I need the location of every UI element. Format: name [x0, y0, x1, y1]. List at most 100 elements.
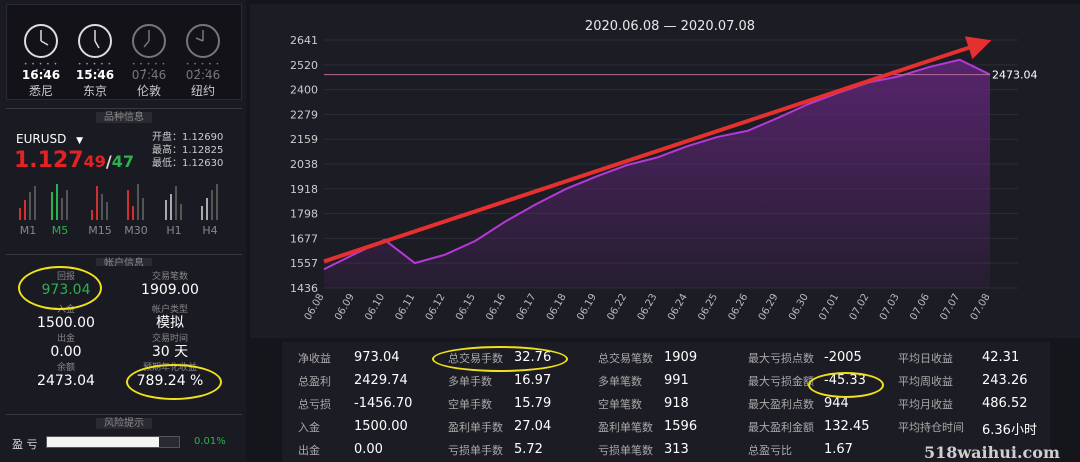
trade-time-value: 30 天	[151, 344, 189, 360]
stat-label: 最大亏损金额	[748, 375, 814, 388]
timeframe-label: M1	[19, 224, 37, 237]
y-tick-label: 1557	[290, 257, 318, 270]
current-price: 1.12749/47	[14, 148, 134, 173]
x-tick-label: 06.10	[363, 292, 387, 322]
stat-value: -1456.70	[354, 396, 413, 411]
signal-bar	[211, 190, 213, 220]
timeframe-m30[interactable]: M30	[124, 182, 148, 237]
stat-label: 总盈利	[298, 375, 331, 388]
stat-value: 2429.74	[354, 373, 408, 388]
clock-city: 东京	[82, 84, 107, 98]
stat-cell: 多单手数 16.97	[448, 373, 551, 389]
stat-label: 最大盈利点数	[748, 398, 814, 411]
signal-bar	[101, 194, 103, 220]
world-clocks-panel: • • • • • • • 16:46 悉尼 • • • • • • • 15:…	[6, 4, 242, 100]
x-tick-label: 07.02	[848, 292, 872, 322]
clock-time: 02:46	[185, 68, 221, 82]
x-tick-label: 06.24	[666, 292, 690, 322]
clock-tokyo: • • • • • • • 15:46 东京	[75, 23, 115, 99]
x-tick-label: 07.03	[878, 292, 902, 322]
stat-value: 27.04	[514, 419, 552, 434]
trend-arrow	[323, 36, 992, 264]
price-bid: 49	[83, 152, 106, 171]
equity-chart-svg: 2020.06.08 — 2020.07.08 1436 1557 1677 1798 1…	[290, 19, 1038, 322]
y-tick-label: 1798	[290, 207, 318, 220]
stat-value: 1596	[664, 419, 698, 434]
highlight-circle	[808, 372, 884, 398]
clock-time: 16:46	[21, 68, 61, 82]
profit-pct: 0.01%	[194, 436, 226, 447]
x-tick-label: 07.06	[908, 292, 932, 322]
low-value: 1.12630	[182, 158, 224, 169]
x-tick-label: 06.25	[696, 292, 720, 322]
stat-value: -2005	[824, 350, 862, 365]
symbol-dropdown[interactable]: EURUSD ▼	[16, 132, 83, 146]
stat-value: 16.97	[514, 373, 552, 388]
x-tick-label: 06.12	[424, 292, 448, 322]
signal-bar	[96, 186, 98, 220]
stat-value: 6.36小时	[982, 423, 1037, 438]
timeframe-h4[interactable]: H4	[198, 182, 222, 237]
clock-newyork: • • • • • • • 02:46 纽约	[183, 23, 223, 99]
stat-value: 243.26	[982, 373, 1028, 388]
trade-time-stat: 交易时间 30 天	[120, 334, 220, 361]
timeframe-h1[interactable]: H1	[162, 182, 186, 237]
stat-value: 313	[664, 442, 689, 457]
stat-cell: 多单笔数 991	[598, 373, 689, 389]
timeframe-m5[interactable]: M5	[48, 182, 72, 237]
highlight-circle	[18, 266, 102, 310]
stat-cell: 盈利单手数 27.04	[448, 419, 551, 435]
account-type-stat: 帐户类型 模拟	[120, 305, 220, 332]
signal-bar	[201, 206, 203, 220]
signal-bar	[180, 204, 182, 220]
low-label: 最低：	[152, 158, 182, 169]
stat-cell: 最大亏损点数 -2005	[748, 350, 862, 366]
x-tick-label: 06.11	[394, 292, 418, 322]
withdraw-value: 0.00	[50, 344, 82, 360]
price-separator: /	[105, 152, 112, 171]
signal-bar	[216, 184, 218, 220]
section-heading-account: 帐户信息	[6, 254, 242, 269]
stat-cell: 出金 0.00	[298, 442, 383, 458]
timeframe-m15[interactable]: M15	[88, 182, 112, 237]
signal-bar	[91, 210, 93, 220]
stat-label: 平均周收益	[898, 375, 953, 388]
stat-cell: 最大盈利金额 132.45	[748, 419, 870, 435]
x-tick-label: 06.17	[515, 292, 539, 322]
y-tick-label: 1677	[290, 232, 318, 245]
timeframe-m1[interactable]: M1	[16, 182, 40, 237]
price-ask: 47	[111, 152, 134, 171]
stat-cell: 净收益 973.04	[298, 350, 400, 366]
end-value-label: 2473.04	[992, 69, 1038, 82]
deposit-label: 入金	[56, 305, 75, 315]
trades-label: 交易笔数	[151, 272, 188, 282]
y-tick-label: 2279	[290, 109, 318, 122]
stat-value: 5.72	[514, 442, 543, 457]
x-tick-label: 06.19	[575, 292, 599, 322]
signal-bar	[127, 190, 129, 220]
high-value: 1.12825	[182, 145, 224, 156]
stat-value: 0.00	[354, 442, 383, 457]
stat-cell: 平均月收益 486.52	[898, 396, 1028, 412]
signal-bar	[29, 192, 31, 220]
stat-label: 最大亏损点数	[748, 352, 814, 365]
stat-cell: 空单笔数 918	[598, 396, 689, 412]
deposit-value: 1500.00	[37, 315, 95, 331]
ohlc-info: 开盘：1.12690 最高：1.12825 最低：1.12630	[152, 131, 223, 170]
profit-label: 盈 亏	[12, 438, 38, 451]
signal-bar	[51, 192, 53, 220]
x-tick-label: 06.09	[333, 292, 357, 322]
stat-label: 总盈亏比	[748, 444, 792, 457]
x-tick-label: 07.08	[969, 292, 993, 322]
section-heading-risk: 风险提示	[6, 414, 242, 429]
stat-label: 平均日收益	[898, 352, 953, 365]
stat-cell: 亏损单手数 5.72	[448, 442, 543, 458]
stat-label: 盈利单笔数	[598, 421, 653, 434]
signal-bar	[132, 206, 134, 220]
stat-value: 132.45	[824, 419, 870, 434]
left-sidebar: • • • • • • • 16:46 悉尼 • • • • • • • 15:…	[0, 0, 246, 462]
stat-cell: 平均持仓时间 6.36小时	[898, 419, 1037, 438]
clock-icon	[186, 24, 220, 58]
x-tick-label: 06.23	[636, 292, 660, 322]
clock-city: 纽约	[190, 84, 215, 98]
